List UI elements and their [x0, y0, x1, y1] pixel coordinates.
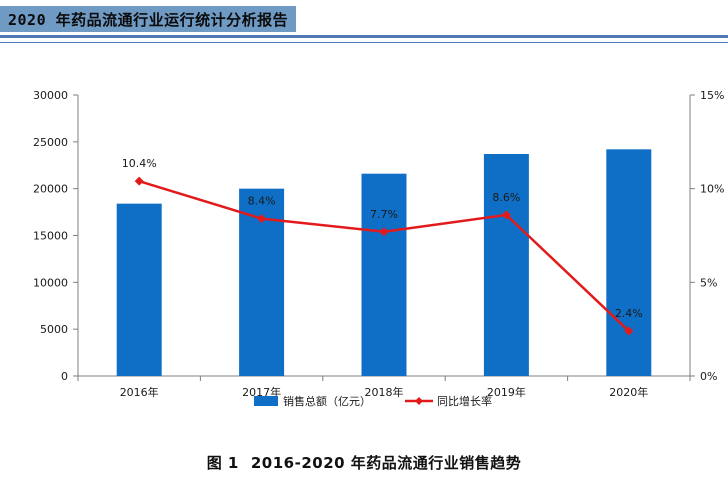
growth-rate-data-label: 8.4% [248, 195, 276, 208]
legend-bar-label: 销售总额（亿元） [283, 394, 371, 408]
report-title: 2020 年药品流通行业运行统计分析报告 [8, 10, 289, 29]
y-left-tick-label: 30000 [33, 89, 68, 102]
bar-sales-2018年 [361, 173, 407, 376]
report-header: 2020 年药品流通行业运行统计分析报告 [0, 6, 297, 32]
x-tick-label: 2017年 [242, 385, 281, 399]
y-right-tick-label: 5% [700, 276, 717, 289]
growth-rate-marker [257, 214, 267, 224]
growth-rate-data-label: 8.6% [492, 191, 520, 204]
bar-sales-2019年 [483, 154, 529, 376]
x-tick-label: 2019年 [487, 385, 526, 399]
growth-rate-marker [501, 210, 511, 220]
y-right-tick-label: 10% [700, 183, 724, 196]
legend-bar-swatch [254, 396, 278, 406]
x-tick-label: 2016年 [120, 385, 159, 399]
legend-line-label: 同比增长率 [437, 394, 492, 408]
figure-number: 图 1 [206, 454, 239, 472]
bar-sales-2020年 [606, 149, 652, 376]
y-left-tick-label: 15000 [33, 230, 68, 243]
growth-rate-data-label: 7.7% [370, 208, 398, 221]
bar-sales-2016年 [116, 203, 162, 376]
x-tick-label: 2020年 [609, 385, 648, 399]
y-left-tick-label: 0 [61, 370, 68, 383]
growth-rate-marker [134, 176, 144, 186]
growth-rate-data-label: 10.4% [122, 157, 157, 170]
growth-rate-data-label: 2.4% [615, 307, 643, 320]
growth-rate-marker [379, 227, 389, 237]
y-right-tick-label: 0% [700, 370, 717, 383]
y-left-tick-label: 20000 [33, 183, 68, 196]
header-rule-thin [0, 42, 728, 43]
figure-title: 2016-2020 年药品流通行业销售趋势 [250, 454, 522, 472]
growth-rate-marker [624, 326, 634, 336]
y-right-tick-label: 15% [700, 89, 724, 102]
y-left-tick-label: 25000 [33, 136, 68, 149]
header-rule-thick [0, 35, 728, 38]
figure-caption: 图 1 2016-2020 年药品流通行业销售趋势 [0, 452, 728, 473]
y-left-tick-label: 10000 [33, 276, 68, 289]
legend-line-marker [415, 397, 423, 405]
x-tick-label: 2018年 [365, 385, 404, 399]
y-left-tick-label: 5000 [40, 323, 68, 336]
